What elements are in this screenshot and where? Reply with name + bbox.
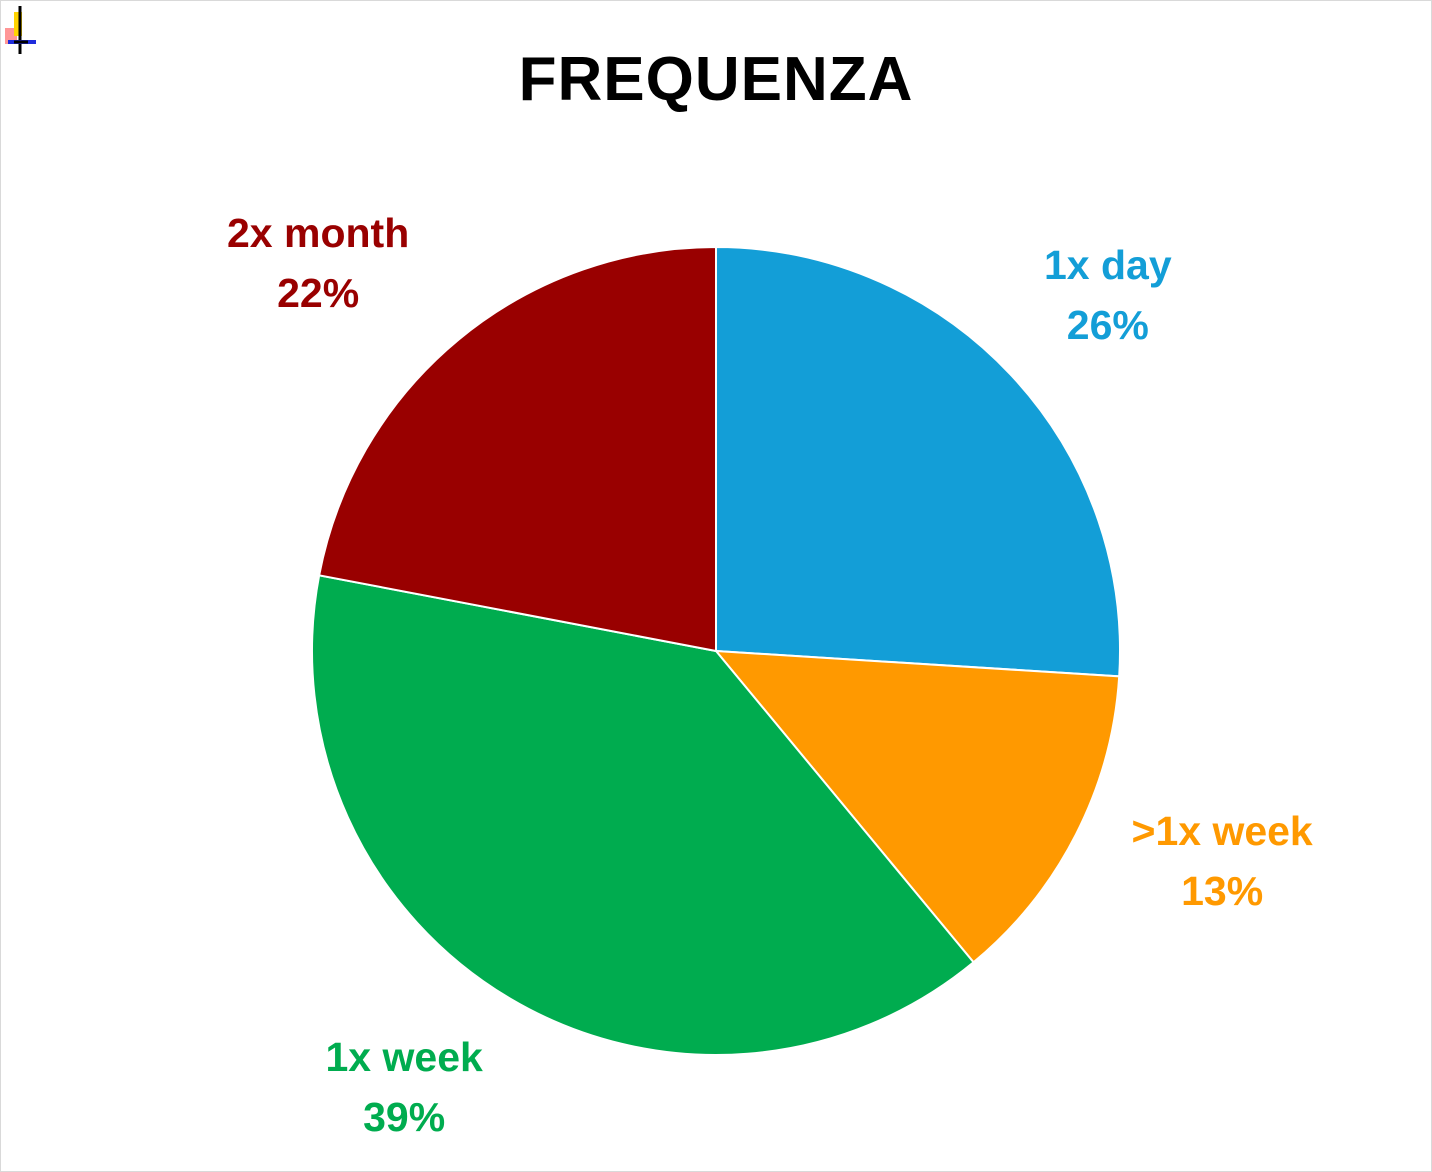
data-label-1x-day: 1x day 26% [1044, 235, 1172, 355]
data-label-2x-month: 2x month 22% [227, 203, 409, 323]
pie-slice-2x-month [317, 245, 717, 653]
data-label-percent: 13% [1181, 868, 1264, 914]
pie-slice-1x-week [713, 649, 1121, 964]
pie-slice-1x-week [311, 574, 975, 1056]
data-label-category: 1x day [1044, 242, 1172, 288]
data-label-1x-week: 1x week 39% [326, 1027, 483, 1147]
data-label-category: 1x week [325, 1034, 483, 1080]
data-label-category: >1x week [1131, 808, 1313, 854]
data-label-1x-week: >1x week 13% [1132, 801, 1313, 921]
data-label-percent: 22% [277, 270, 360, 316]
chart-title: FREQUENZA [518, 45, 914, 114]
data-label-percent: 39% [363, 1094, 446, 1140]
data-label-percent: 26% [1066, 302, 1149, 348]
move-cursor-icon [5, 6, 36, 54]
pie-slice-1x-day [715, 245, 1121, 678]
data-label-category: 2x month [227, 210, 410, 256]
